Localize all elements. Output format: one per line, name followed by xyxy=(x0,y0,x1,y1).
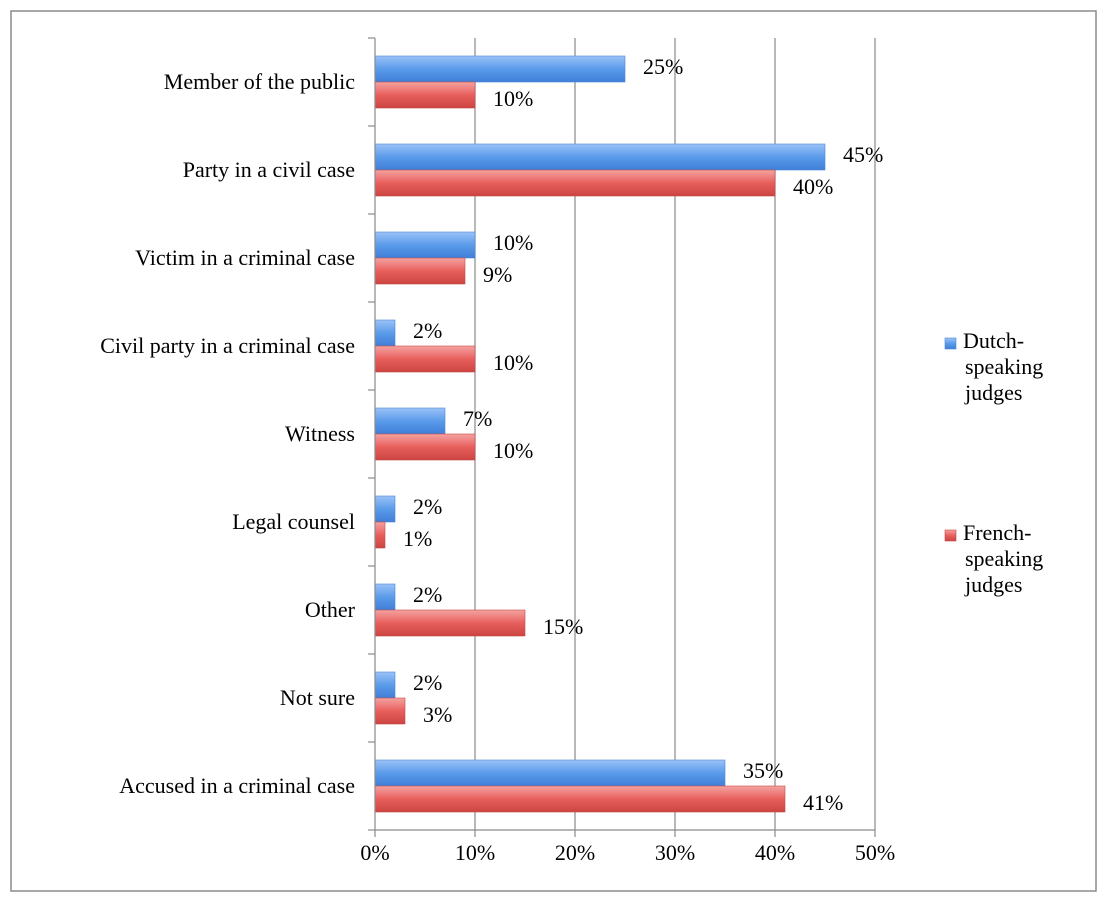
category-label: Member of the public xyxy=(164,69,355,94)
category-label: Legal counsel xyxy=(232,509,355,534)
bar-french xyxy=(374,785,786,813)
bar-dutch xyxy=(374,759,726,787)
value-label-french: 40% xyxy=(793,174,833,199)
bar-french xyxy=(374,257,466,285)
bars xyxy=(374,55,826,813)
legend-label-french: French-speaking judges xyxy=(963,520,1043,597)
legend-label-line: speaking xyxy=(965,546,1043,571)
labels: 0% 10% 20% 30% 40% 50% Member of the public 25%… xyxy=(100,54,895,865)
category-label: Accused in a criminal case xyxy=(119,773,355,798)
legend-swatch-french xyxy=(944,529,957,542)
value-label-french: 10% xyxy=(493,350,533,375)
chart-frame xyxy=(10,10,1097,892)
value-label-dutch: 35% xyxy=(743,758,783,783)
bar-french xyxy=(374,81,476,109)
bar-french xyxy=(374,169,776,197)
value-label-french: 41% xyxy=(803,790,843,815)
value-label-dutch: 45% xyxy=(843,142,883,167)
x-tick-label: 10% xyxy=(455,840,495,865)
bar-french xyxy=(374,433,476,461)
category-label: Victim in a criminal case xyxy=(135,245,355,270)
legend-label-line: speaking xyxy=(965,354,1043,379)
category-label: Party in a civil case xyxy=(183,157,355,182)
value-label-dutch: 2% xyxy=(413,494,442,519)
x-tick-label: 40% xyxy=(755,840,795,865)
bar-french xyxy=(374,345,476,373)
value-label-dutch: 25% xyxy=(643,54,683,79)
value-label-french: 10% xyxy=(493,438,533,463)
axes xyxy=(368,37,876,837)
value-label-french: 3% xyxy=(423,702,452,727)
category-label: Other xyxy=(305,597,356,622)
legend-swatch-dutch xyxy=(944,337,957,350)
bar-dutch xyxy=(374,407,446,435)
bar-dutch xyxy=(374,231,476,259)
x-tick-label: 20% xyxy=(555,840,595,865)
category-label: Civil party in a criminal case xyxy=(100,333,355,358)
value-label-french: 15% xyxy=(543,614,583,639)
bar-dutch xyxy=(374,55,626,83)
legend-label-dutch: Dutch-speaking judges xyxy=(963,328,1043,405)
bar-french xyxy=(374,697,406,725)
legend-label-line: Dutch- xyxy=(963,328,1024,353)
x-tick-label: 50% xyxy=(855,840,895,865)
legend-label-line: judges xyxy=(964,380,1022,405)
legend-label-line: judges xyxy=(964,572,1022,597)
bar-dutch xyxy=(374,495,396,523)
value-label-dutch: 10% xyxy=(493,230,533,255)
bar-dutch xyxy=(374,583,396,611)
value-label-dutch: 2% xyxy=(413,318,442,343)
value-label-dutch: 2% xyxy=(413,670,442,695)
value-label-french: 1% xyxy=(403,526,432,551)
legend-label-line: French- xyxy=(963,520,1031,545)
bar-dutch xyxy=(374,319,396,347)
bar-dutch xyxy=(374,143,826,171)
value-label-dutch: 7% xyxy=(463,406,492,431)
bar-dutch xyxy=(374,671,396,699)
bar-french xyxy=(374,609,526,637)
value-label-french: 10% xyxy=(493,86,533,111)
category-label: Witness xyxy=(285,421,355,446)
value-label-french: 9% xyxy=(483,262,512,287)
x-tick-label: 0% xyxy=(360,840,389,865)
category-label: Not sure xyxy=(280,685,355,710)
x-tick-label: 30% xyxy=(655,840,695,865)
bar-french xyxy=(374,521,386,549)
value-label-dutch: 2% xyxy=(413,582,442,607)
